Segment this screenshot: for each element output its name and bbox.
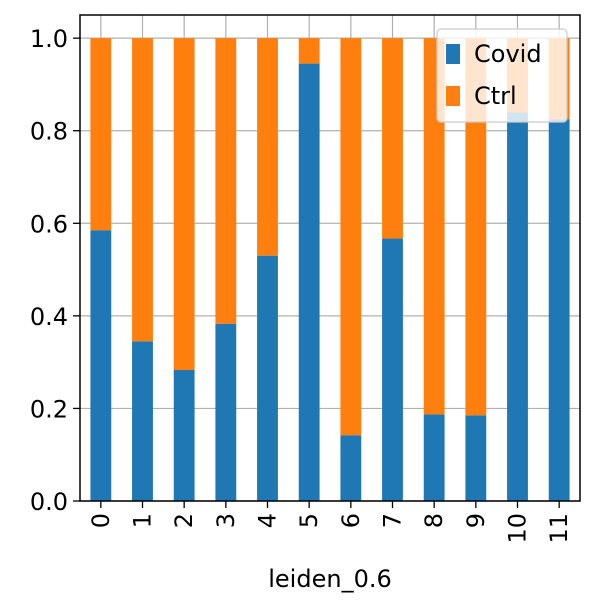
bar-covid-1: [132, 341, 153, 501]
bar-ctrl-5: [298, 38, 320, 64]
x-tick-label: 3: [212, 513, 240, 528]
y-tick-label: 0.8: [30, 118, 68, 146]
x-tick-label: 6: [337, 513, 365, 528]
x-tick-label: 8: [420, 513, 448, 528]
legend-swatch-covid: [446, 44, 460, 64]
bar-ctrl-2: [173, 38, 195, 371]
bar-covid-3: [215, 323, 237, 501]
bar-ctrl-6: [340, 38, 362, 436]
bar-ctrl-1: [132, 38, 153, 342]
legend-box: [436, 28, 568, 123]
bar-ctrl-8: [423, 38, 445, 415]
bar-covid-5: [298, 63, 320, 501]
bar-covid-0: [90, 230, 112, 501]
bar-covid-11: [548, 119, 570, 502]
y-tick-label: 0.4: [30, 303, 68, 331]
x-tick-label: 4: [254, 513, 282, 528]
axes: 0.0 0.2 0.4 0.6 0.8 1.0 0 1 2 3 4 5 6 7 8 9 10 11: [30, 14, 581, 544]
x-tick-label: 2: [170, 513, 198, 528]
bar-covid-9: [465, 415, 487, 501]
bar-ctrl-7: [382, 38, 403, 239]
x-tick-label: 11: [545, 513, 573, 544]
x-tick-label: 1: [129, 513, 157, 528]
x-axis-title: leiden_0.6: [268, 565, 391, 593]
x-tick-label: 9: [462, 513, 490, 528]
x-tick-label: 7: [379, 513, 407, 528]
bar-ctrl-9: [465, 38, 487, 416]
bar-covid-6: [340, 435, 362, 501]
y-tick-label: 0.2: [30, 395, 68, 423]
legend-label-covid: Covid: [474, 40, 542, 68]
bar-covid-2: [173, 370, 195, 501]
bar-covid-4: [257, 255, 278, 501]
x-tick-label: 0: [87, 513, 115, 528]
bar-covid-8: [423, 414, 445, 501]
legend: Covid Ctrl: [436, 28, 568, 123]
legend-swatch-ctrl: [446, 86, 460, 106]
legend-label-ctrl: Ctrl: [474, 82, 517, 110]
y-tick-label: 1.0: [30, 25, 68, 53]
x-tick-label: 5: [295, 513, 323, 528]
x-tick-label: 10: [504, 513, 532, 544]
bars: [90, 38, 570, 502]
bar-ctrl-0: [90, 38, 112, 231]
bar-covid-10: [507, 112, 528, 501]
bar-covid-7: [382, 238, 403, 501]
bar-ctrl-4: [257, 38, 278, 256]
y-tick-label: 0.6: [30, 210, 68, 238]
bar-ctrl-3: [215, 38, 237, 324]
y-tick-label: 0.0: [30, 488, 68, 516]
plot-frame: [79, 14, 581, 502]
